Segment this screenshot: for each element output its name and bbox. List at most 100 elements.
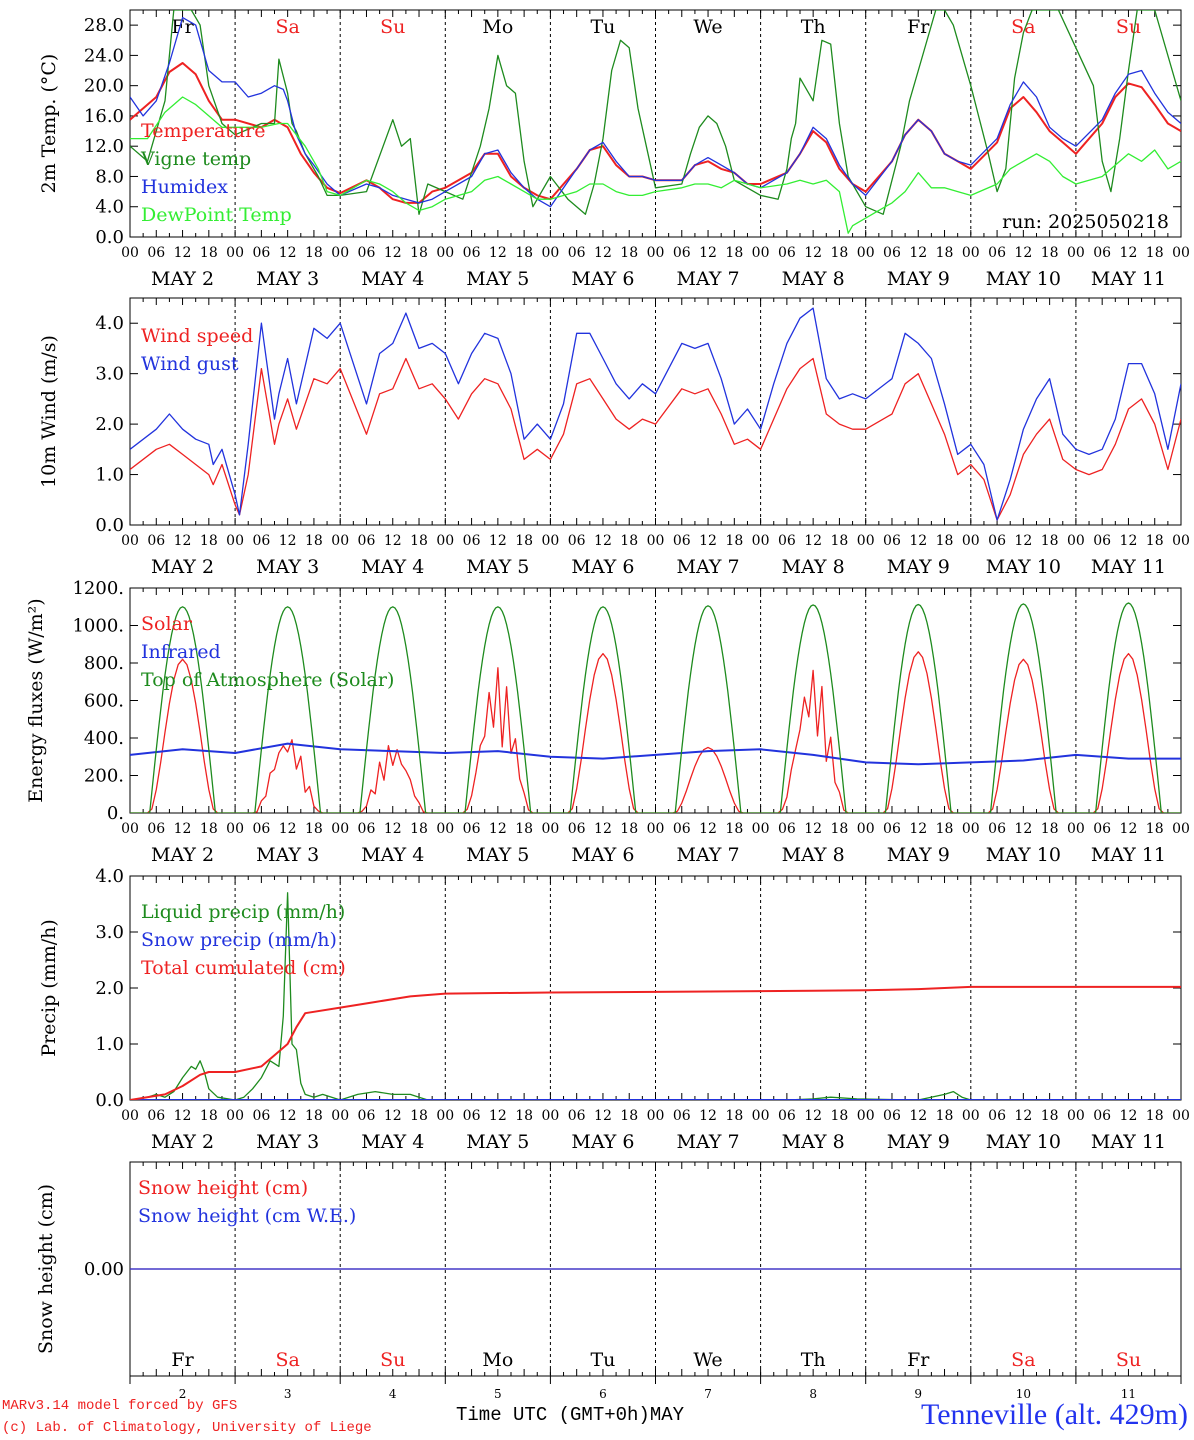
y-tick-label: 1.0 — [95, 465, 124, 486]
x-hour-label: 18 — [936, 1108, 954, 1124]
x-date-label: MAY 5 — [466, 844, 529, 866]
x-hour-label: 06 — [883, 821, 901, 837]
x-hour-label: 12 — [279, 245, 297, 261]
x-hour-label: 06 — [568, 821, 586, 837]
x-hour-label: 06 — [988, 1108, 1006, 1124]
legend-infrared: Infrared — [141, 641, 221, 663]
x-hour-label: 12 — [1014, 821, 1032, 837]
model-credit: MARv3.14 model forced by GFS — [2, 1398, 238, 1414]
day-number-label: 9 — [914, 1387, 922, 1401]
y-tick-label: 600. — [84, 691, 124, 712]
x-hour-label: 18 — [831, 533, 849, 549]
x-hour-label: 12 — [699, 821, 717, 837]
weekday-label: Su — [380, 1349, 405, 1371]
x-date-label: MAY 11 — [1091, 844, 1166, 866]
y-axis-label: Precip (mm/h) — [38, 919, 60, 1057]
x-hour-label: 12 — [174, 1108, 192, 1124]
x-hour-label: 06 — [463, 533, 481, 549]
x-hour-label: 18 — [725, 245, 743, 261]
weekday-label: We — [693, 16, 722, 38]
day-number-label: 11 — [1121, 1387, 1136, 1401]
series-group — [130, 307, 1181, 521]
x-hour-label: 06 — [147, 1108, 165, 1124]
x-hour-label: 06 — [568, 533, 586, 549]
x-hour-label: 06 — [252, 1108, 270, 1124]
y-axis-label: 10m Wind (m/s) — [38, 335, 60, 488]
x-date-label: MAY 4 — [361, 844, 424, 866]
series-line-top-of-atmosphere-solar — [130, 602, 1181, 813]
legend-liquid-precip-mm-h: Liquid precip (mm/h) — [141, 901, 345, 923]
x-hour-label: 12 — [1120, 1108, 1138, 1124]
weekday-label: We — [693, 1349, 722, 1371]
x-hour-label: 12 — [699, 1108, 717, 1124]
x-hour-label: 18 — [725, 821, 743, 837]
y-tick-label: 1200. — [72, 578, 124, 599]
day-number-label: 2 — [179, 1387, 187, 1401]
x-hour-label: 12 — [174, 821, 192, 837]
y-axis-label: Energy fluxes (W/m²) — [25, 598, 47, 802]
y-tick-label: 3.0 — [95, 922, 124, 943]
x-hour-label: 18 — [620, 245, 638, 261]
x-date-label: MAY 7 — [677, 844, 740, 866]
series-group — [130, 10, 1181, 234]
x-hour-label: 18 — [410, 533, 428, 549]
x-hour-label: 18 — [1146, 533, 1164, 549]
x-hour-label: 12 — [1120, 821, 1138, 837]
x-hour-label: 06 — [358, 821, 376, 837]
x-hour-label: 00 — [331, 533, 349, 549]
legend-humidex: Humidex — [141, 176, 228, 198]
x-hour-label: 12 — [489, 821, 507, 837]
x-hour-label: 18 — [515, 245, 533, 261]
x-hour-label: 12 — [594, 533, 612, 549]
x-hour-label: 06 — [463, 1108, 481, 1124]
x-hour-label: 06 — [463, 245, 481, 261]
x-hour-label: 18 — [1041, 1108, 1059, 1124]
day-number-label: 7 — [704, 1387, 712, 1401]
x-date-label: MAY 8 — [782, 1131, 845, 1153]
x-hour-label: 00 — [226, 533, 244, 549]
x-hour-label: 18 — [831, 245, 849, 261]
x-hour-label: 00 — [541, 245, 559, 261]
x-date-label: MAY 9 — [887, 844, 950, 866]
x-hour-label: 12 — [594, 821, 612, 837]
x-date-label: MAY 9 — [887, 1131, 950, 1153]
x-hour-label: 06 — [988, 533, 1006, 549]
x-hour-label: 18 — [620, 1108, 638, 1124]
x-hour-label: 18 — [305, 1108, 323, 1124]
x-hour-label: 12 — [384, 1108, 402, 1124]
x-hour-label: 18 — [725, 533, 743, 549]
day-number-label: 3 — [284, 1387, 292, 1401]
x-date-label: MAY 2 — [151, 556, 214, 578]
legend-temperature: Temperature — [141, 120, 265, 142]
legend-wind-gust: Wind gust — [141, 353, 239, 375]
legend-total-cumulated-cm: Total cumulated (cm) — [141, 957, 346, 979]
y-tick-label: 28.0 — [84, 15, 124, 36]
x-hour-label: 00 — [1172, 821, 1190, 837]
x-hour-label: 06 — [988, 821, 1006, 837]
x-hour-label: 12 — [1014, 245, 1032, 261]
x-hour-label: 12 — [699, 245, 717, 261]
x-hour-label: 00 — [1067, 821, 1085, 837]
x-hour-label: 00 — [647, 533, 665, 549]
x-hour-label: 00 — [752, 821, 770, 837]
x-hour-label: 18 — [831, 1108, 849, 1124]
x-hour-label: 00 — [121, 821, 139, 837]
series-line-solar — [130, 651, 1181, 813]
x-hour-label: 18 — [515, 533, 533, 549]
x-date-label: MAY 6 — [571, 844, 634, 866]
x-hour-label: 06 — [673, 533, 691, 549]
x-date-label: MAY 7 — [677, 556, 740, 578]
x-hour-label: 00 — [1067, 245, 1085, 261]
x-hour-label: 00 — [121, 245, 139, 261]
legend-wind-speed: Wind speed — [141, 325, 253, 347]
x-hour-label: 12 — [489, 245, 507, 261]
x-hour-label: 00 — [752, 533, 770, 549]
y-axis-label: Snow height (cm) — [35, 1184, 57, 1354]
x-hour-label: 12 — [489, 533, 507, 549]
x-hour-label: 12 — [909, 533, 927, 549]
x-hour-label: 18 — [410, 245, 428, 261]
x-date-label: MAY 3 — [256, 844, 319, 866]
x-hour-label: 00 — [857, 533, 875, 549]
x-hour-label: 18 — [1041, 821, 1059, 837]
x-hour-label: 00 — [1172, 533, 1190, 549]
